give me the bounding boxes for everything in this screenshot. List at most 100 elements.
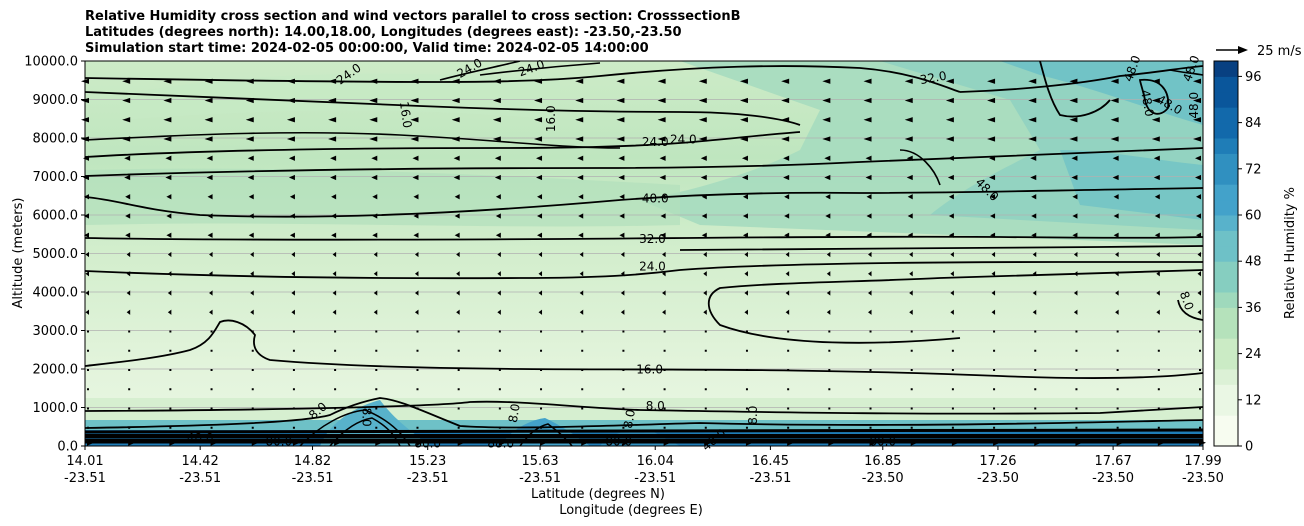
wind-vector — [292, 388, 295, 391]
wind-vector — [416, 369, 419, 371]
wind-vector — [412, 174, 419, 181]
wind-vector — [1113, 194, 1119, 200]
wind-vector — [1113, 213, 1119, 219]
wind-vector — [251, 388, 254, 391]
wind-vector — [863, 78, 872, 84]
wind-vector — [865, 174, 872, 181]
wind-vector — [1075, 349, 1078, 352]
wind-vector — [457, 330, 460, 333]
colorbar-swatch — [1214, 230, 1238, 247]
wind-vector — [1153, 174, 1160, 181]
wind-vector — [910, 426, 913, 429]
colorbar-label: Relative Humidity % — [1283, 187, 1298, 319]
wind-vector — [84, 213, 89, 219]
wind-vector — [657, 97, 666, 104]
wind-vector — [451, 117, 460, 123]
wind-vector — [128, 388, 131, 391]
wind-vector — [534, 97, 543, 104]
wind-vector — [451, 97, 460, 104]
wind-vector — [950, 309, 954, 315]
x-axis-label: Latitude (degrees N) — [531, 487, 665, 502]
wind-vector — [822, 117, 831, 123]
wind-vector — [618, 174, 625, 181]
colorbar-swatch — [1214, 107, 1238, 124]
y-tick-label: 10000.0 — [24, 55, 78, 70]
wind-vector — [1199, 426, 1201, 429]
wind-vector — [1115, 309, 1119, 315]
wind-vector — [1032, 251, 1037, 258]
colorbar-swatch — [1214, 292, 1238, 308]
wind-vector — [414, 271, 419, 277]
chart-title-line-3: Simulation start time: 2024-02-05 00:00:… — [85, 41, 649, 56]
wind-vector — [330, 155, 337, 161]
wind-vector — [536, 155, 543, 161]
wind-vector — [1110, 97, 1119, 104]
wind-vector — [497, 251, 501, 258]
colorbar-swatch — [1214, 153, 1238, 170]
wind-vector — [332, 309, 337, 315]
wind-vector — [787, 349, 790, 352]
wind-vector — [291, 290, 295, 296]
wind-vector — [904, 78, 913, 84]
wind-vector — [454, 213, 460, 219]
x-tick-label-lat: 17.99 — [1184, 454, 1221, 469]
wind-vector — [1113, 232, 1119, 238]
wind-vector — [1034, 407, 1037, 410]
wind-vector — [250, 290, 254, 296]
y-tick-label: 8000.0 — [33, 132, 79, 147]
wind-vector — [414, 309, 419, 315]
wind-vector — [1151, 117, 1160, 123]
x-tick-label-lon: -23.51 — [749, 471, 791, 486]
wind-vector — [620, 309, 625, 315]
wind-vector — [288, 174, 295, 181]
wind-vector — [910, 349, 913, 352]
contour-label: 48.0 — [1187, 92, 1201, 119]
wind-vector — [373, 290, 378, 296]
wind-vector — [209, 251, 213, 258]
wind-vector — [247, 155, 254, 161]
wind-vector — [701, 232, 707, 238]
wind-vector — [453, 155, 460, 161]
x-tick-label-lat: 16.85 — [864, 454, 901, 469]
wind-vector — [575, 97, 584, 104]
wind-vector — [785, 251, 790, 258]
wind-vector — [373, 251, 378, 258]
wind-vector — [1110, 136, 1119, 142]
wind-vector — [1195, 174, 1201, 181]
wind-vector — [498, 388, 501, 391]
wind-vector — [457, 407, 460, 410]
contour-label: 24.0 — [639, 259, 666, 273]
wind-vector — [128, 330, 131, 333]
wind-vector — [620, 251, 625, 258]
wind-vector — [248, 194, 254, 200]
wind-vector — [210, 388, 213, 391]
wind-vector — [456, 309, 460, 315]
colorbar-swatch — [1214, 353, 1238, 370]
wind-vector — [412, 155, 419, 161]
wind-vector — [868, 290, 872, 296]
wind-vector — [375, 407, 378, 410]
wind-vector — [703, 290, 707, 296]
wind-vector — [787, 388, 790, 391]
wind-vector — [457, 388, 460, 391]
wind-vector — [534, 136, 543, 142]
colorbar-swatch — [1214, 415, 1238, 432]
wind-vector — [454, 194, 460, 200]
wind-vector — [575, 78, 584, 84]
wind-vector — [369, 136, 378, 142]
wind-vector — [578, 194, 584, 200]
wind-vector — [951, 330, 954, 333]
wind-vector — [1028, 117, 1037, 123]
wind-vector — [907, 213, 913, 219]
wind-vector — [288, 155, 295, 161]
wind-vector — [1197, 309, 1201, 315]
wind-vector — [126, 251, 131, 258]
contour-label: 40.0 — [187, 431, 214, 445]
colorbar-tick-label: 60 — [1245, 209, 1262, 224]
wind-vector — [410, 136, 419, 142]
wind-vector — [413, 194, 419, 200]
x-tick-label-lon: -23.50 — [1182, 471, 1224, 486]
colorbar-swatch — [1214, 322, 1238, 339]
wind-vector — [1193, 78, 1201, 84]
wind-vector — [828, 426, 831, 429]
